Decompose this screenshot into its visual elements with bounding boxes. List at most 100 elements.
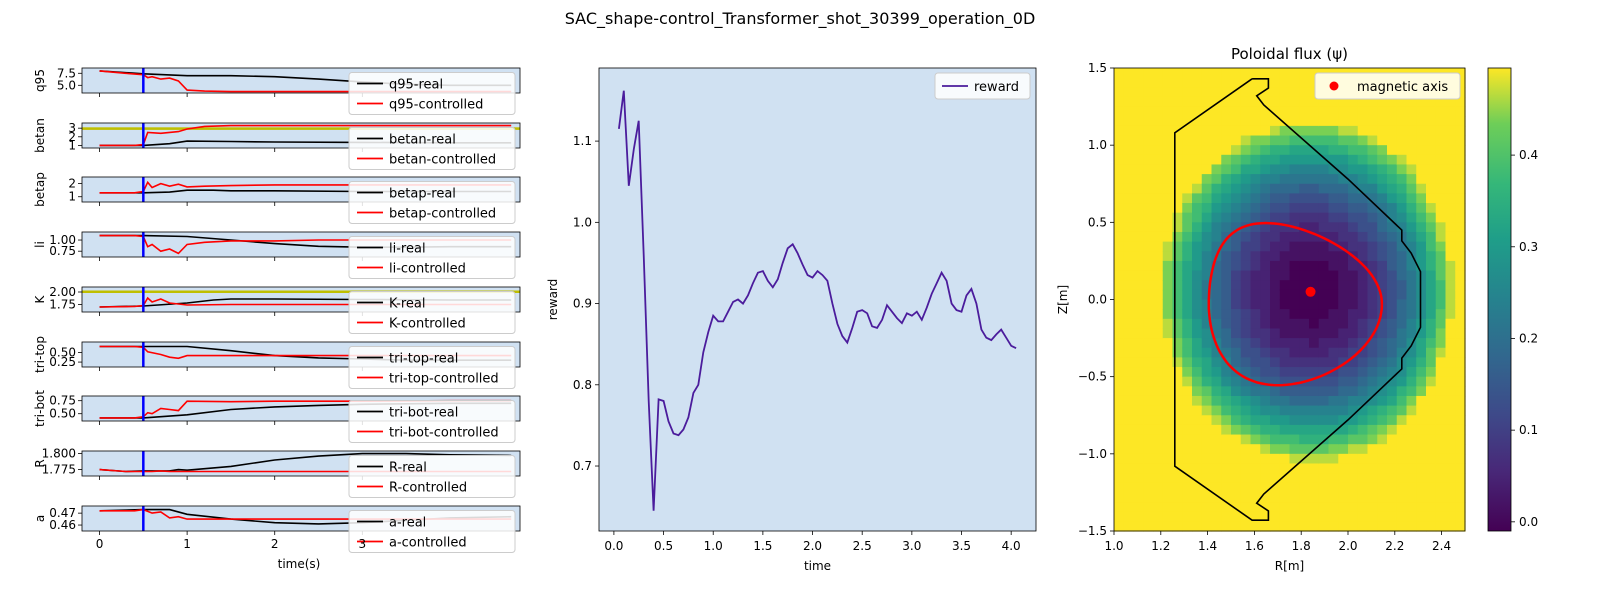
flux-cell	[1455, 183, 1466, 194]
flux-cell	[1299, 444, 1310, 455]
flux-cell	[1299, 386, 1310, 397]
flux-cell	[1455, 251, 1466, 262]
legend-box	[348, 127, 516, 170]
flux-cell	[1387, 386, 1398, 397]
y-tick-label: 1	[68, 190, 76, 204]
flux-cell	[1309, 318, 1320, 330]
flux-cell	[1172, 482, 1183, 494]
flux-cell	[1153, 453, 1164, 465]
flux-cell	[1289, 367, 1300, 378]
y-tick-label: 1.1	[573, 134, 592, 148]
legend-box	[1314, 72, 1461, 100]
flux-cell	[1367, 395, 1378, 407]
flux-cell	[1231, 453, 1242, 465]
flux-cell	[1250, 280, 1261, 291]
flux-cell	[1221, 424, 1232, 436]
flux-cell	[1153, 68, 1164, 79]
flux-cell	[1211, 87, 1222, 98]
flux-cell	[1357, 463, 1369, 474]
flux-cell	[1426, 309, 1437, 320]
flux-cell	[1162, 270, 1174, 281]
flux-cell	[1133, 357, 1144, 368]
flux-cell	[1309, 222, 1320, 233]
flux-cell	[1172, 318, 1183, 330]
flux-cell	[1143, 463, 1154, 474]
flux-cell	[1250, 328, 1261, 339]
flux-cell	[1289, 280, 1300, 291]
y-axis-label: R	[33, 459, 47, 467]
flux-cell	[1445, 415, 1456, 426]
x-tick-label: 1.5	[753, 539, 772, 553]
flux-cell	[1143, 125, 1154, 137]
flux-cell	[1270, 289, 1281, 301]
flux-cell	[1162, 482, 1174, 494]
flux-cell	[1406, 386, 1417, 397]
flux-cell	[1211, 145, 1222, 156]
flux-cell	[1143, 116, 1154, 127]
flux-cell	[1250, 482, 1261, 494]
flux-cell	[1387, 289, 1398, 301]
flux-cell	[1338, 299, 1349, 310]
flux-cell	[1445, 183, 1456, 194]
flux-cell	[1231, 463, 1242, 474]
flux-cell	[1289, 68, 1300, 79]
flux-cell	[1357, 502, 1369, 513]
flux-cell	[1318, 212, 1330, 223]
flux-cell	[1201, 193, 1213, 204]
y-axis-label: tri-top	[33, 336, 47, 373]
flux-cell	[1123, 357, 1135, 368]
flux-cell	[1328, 241, 1339, 252]
flux-cell	[1387, 135, 1398, 146]
flux-cell	[1435, 395, 1447, 407]
flux-cell	[1153, 521, 1164, 532]
flux-cell	[1338, 174, 1349, 185]
flux-cell	[1123, 347, 1135, 358]
flux-cell	[1406, 318, 1417, 330]
flux-cell	[1201, 260, 1213, 272]
flux-cell	[1123, 434, 1135, 445]
flux-cell	[1172, 116, 1183, 127]
flux-cell	[1416, 145, 1427, 156]
flux-cell	[1162, 338, 1174, 349]
flux-cell	[1435, 280, 1447, 291]
flux-cell	[1231, 405, 1242, 416]
flux-cell	[1123, 405, 1135, 416]
flux-cell	[1435, 241, 1447, 252]
flux-cell	[1172, 241, 1183, 252]
flux-cell	[1240, 376, 1252, 387]
flux-cell	[1377, 376, 1388, 387]
flux-cell	[1348, 125, 1359, 137]
flux-cell	[1250, 415, 1261, 426]
flux-cell	[1133, 68, 1144, 79]
flux-cell	[1309, 193, 1320, 204]
axes-frame	[81, 176, 521, 203]
flux-cell	[1426, 280, 1437, 291]
flux-cell	[1221, 174, 1232, 185]
flux-cell	[1182, 203, 1193, 214]
flux-cell	[1211, 521, 1222, 532]
flux-cell	[1338, 453, 1349, 465]
flux-cell	[1406, 405, 1417, 416]
flux-cell	[1201, 415, 1213, 426]
flux-cell	[1221, 154, 1232, 166]
flux-cell	[1357, 338, 1369, 349]
flux-cell	[1221, 212, 1232, 223]
flux-contour-field	[1114, 68, 1466, 532]
flux-cell	[1289, 434, 1300, 445]
flux-cell	[1279, 444, 1291, 455]
flux-cell	[1416, 482, 1427, 494]
flux-cell	[1377, 280, 1388, 291]
flux-cell	[1367, 434, 1378, 445]
flux-cell	[1367, 280, 1378, 291]
flux-cell	[1221, 492, 1232, 503]
flux-cell	[1231, 357, 1242, 368]
flux-cell	[1348, 511, 1359, 522]
flux-cell	[1250, 183, 1261, 194]
flux-cell	[1123, 473, 1135, 484]
flux-cell	[1299, 415, 1310, 426]
flux-cell	[1435, 367, 1447, 378]
flux-cell	[1240, 231, 1252, 243]
flux-cell	[1309, 154, 1320, 166]
flux-cell	[1270, 135, 1281, 146]
